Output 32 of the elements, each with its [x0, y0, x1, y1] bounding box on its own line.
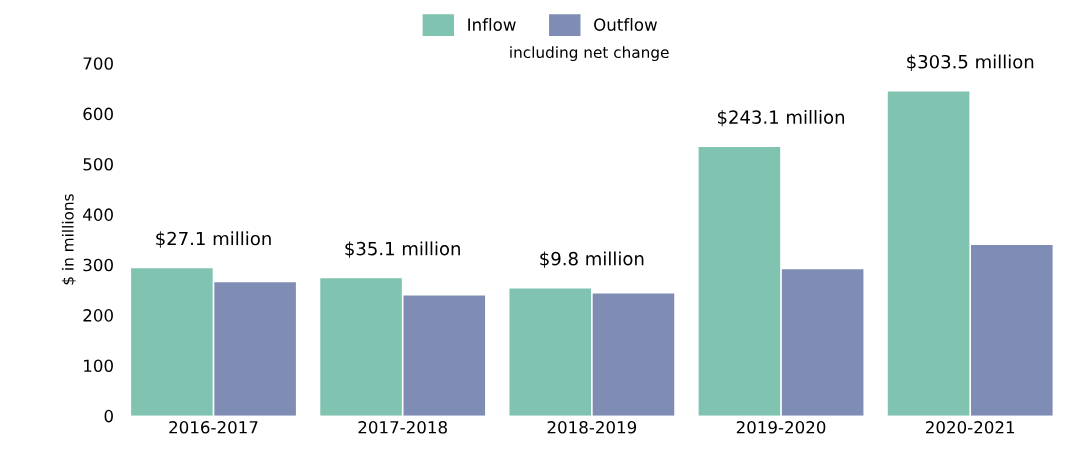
legend-label: Outflow: [594, 18, 657, 31]
annotation: $303.5 million: [907, 54, 1034, 71]
bar: [781, 269, 864, 416]
bar: [214, 282, 296, 416]
bar: [403, 295, 486, 416]
legend-label: Inflow: [468, 18, 516, 31]
bar: [509, 288, 592, 416]
y-tick-label: 700: [83, 57, 113, 70]
annotation: $243.1 million: [717, 109, 845, 127]
bar: [592, 293, 675, 416]
y-tick-label: 300: [83, 258, 113, 272]
annotation: $35.1 million: [345, 241, 460, 258]
y-tick-label: 400: [83, 208, 113, 221]
bar: [971, 245, 1053, 416]
y-tick-label: 600: [83, 107, 113, 121]
annotation: $9.8 million: [540, 251, 644, 268]
bar: [698, 146, 781, 416]
y-tick-label: 500: [83, 157, 113, 171]
x-tick-label: 2016-2017: [169, 421, 258, 434]
bar: [320, 278, 402, 416]
text: including net change: [510, 46, 669, 62]
x-tick-label: 2019-2020: [736, 421, 826, 434]
x-tick-label: 2020-2021: [926, 421, 1015, 434]
y-tick-label: 100: [84, 359, 113, 373]
bar: [131, 268, 213, 416]
annotation: $27.1 million: [156, 231, 271, 248]
x-tick-label: 2017-2018: [358, 421, 447, 434]
y-axis-title: $ in millions: [61, 194, 76, 285]
y-tick-label: 200: [83, 309, 113, 322]
x-tick-label: 2018-2019: [547, 421, 637, 434]
bar: [887, 91, 970, 416]
y-tick-label: 0: [104, 409, 113, 423]
